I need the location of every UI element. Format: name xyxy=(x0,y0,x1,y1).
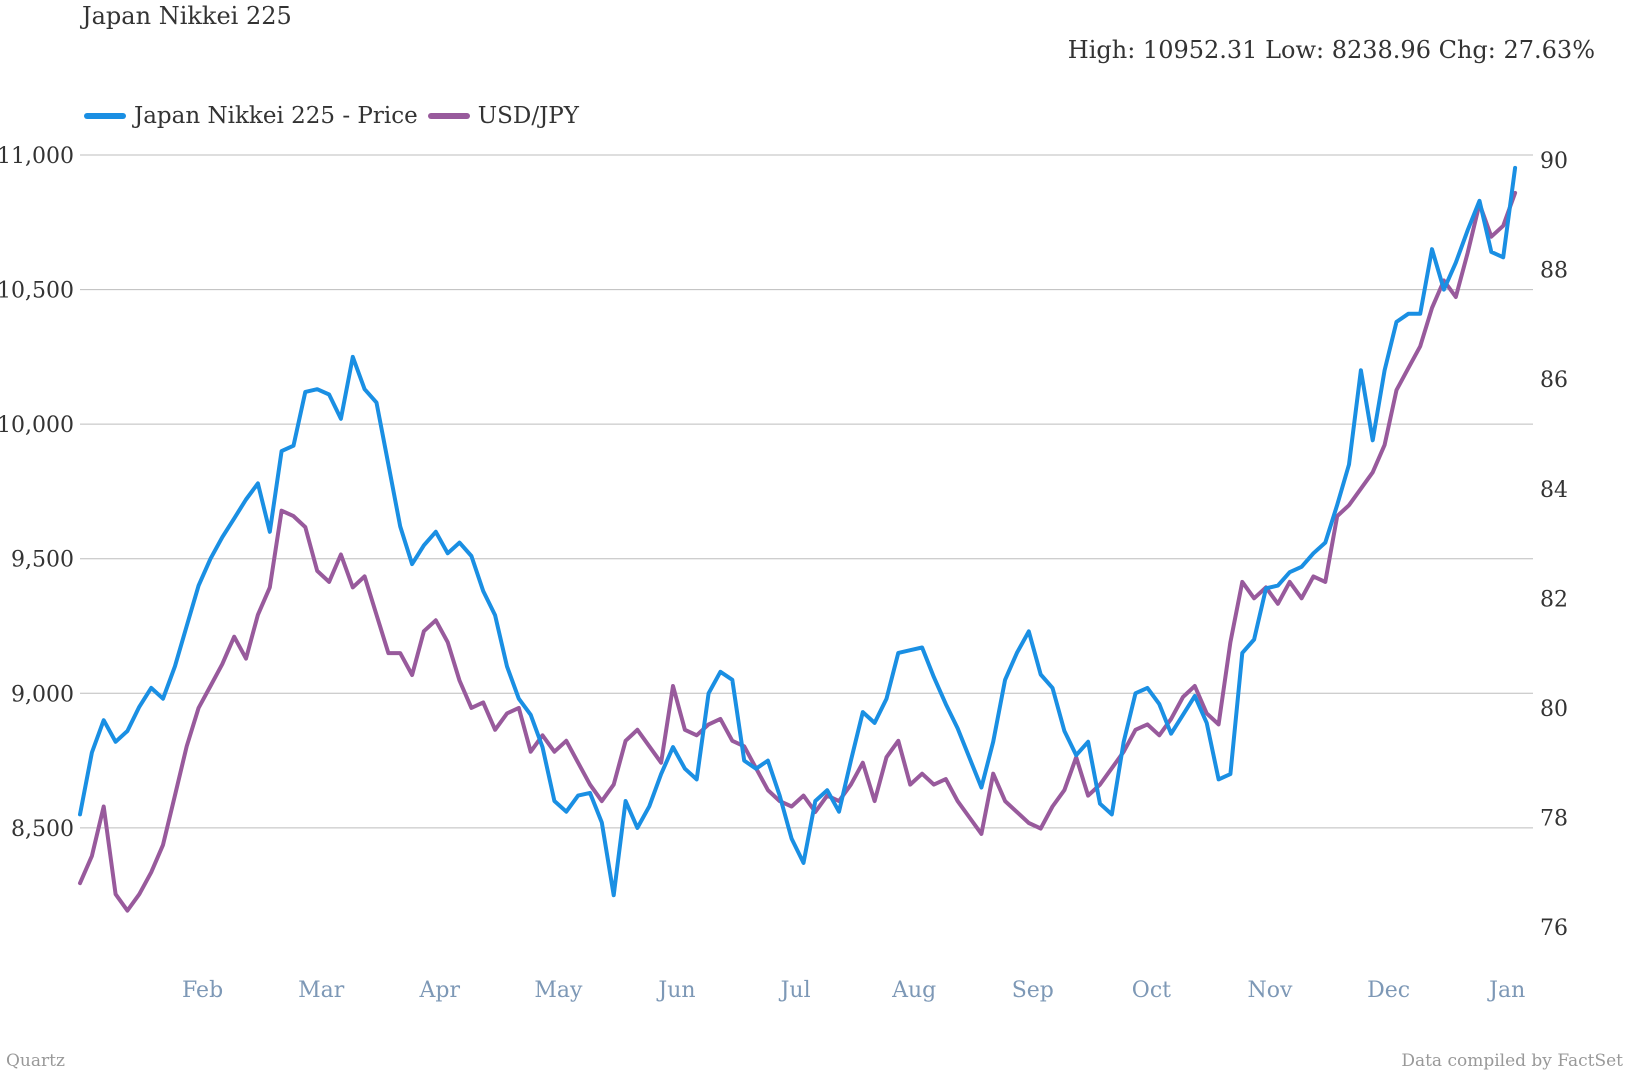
x-tick-label: Mar xyxy=(298,978,345,1003)
right-tick-label: 90 xyxy=(1540,149,1568,174)
x-tick-label: Sep xyxy=(1012,978,1054,1003)
legend-item-usdjpy[interactable]: USD/JPY xyxy=(427,103,579,129)
right-tick-label: 86 xyxy=(1540,368,1568,393)
left-tick-label: 8,500 xyxy=(11,817,74,842)
x-tick-label: Nov xyxy=(1248,978,1293,1003)
left-tick-label: 9,000 xyxy=(11,682,74,707)
right-tick-label: 82 xyxy=(1540,587,1568,612)
left-tick-label: 10,500 xyxy=(0,279,74,304)
right-axis-ticks: 76 78 80 82 84 86 88 90 xyxy=(1540,149,1568,941)
grid-lines xyxy=(80,154,1533,829)
footer-brand: Quartz xyxy=(6,1051,65,1071)
left-tick-label: 9,500 xyxy=(11,548,74,573)
x-tick-label: Dec xyxy=(1367,978,1410,1003)
series-line-nikkei xyxy=(78,165,1518,898)
x-tick-label: Jul xyxy=(779,978,811,1003)
legend-label-usdjpy: USD/JPY xyxy=(477,103,579,129)
right-tick-label: 76 xyxy=(1540,916,1568,941)
x-tick-label: Aug xyxy=(891,978,936,1003)
chart-legend: Japan Nikkei 225 - Price USD/JPY xyxy=(84,103,589,129)
x-tick-label: Jan xyxy=(1487,978,1525,1003)
price-stats: High: 10952.31 Low: 8238.96 Chg: 27.63% xyxy=(1067,36,1595,64)
legend-label-nikkei: Japan Nikkei 225 - Price xyxy=(134,103,418,129)
left-tick-label: 11,000 xyxy=(0,144,74,169)
left-tick-label: 10,000 xyxy=(0,413,74,438)
x-tick-label: Feb xyxy=(182,978,223,1003)
x-axis-ticks: Feb Mar Apr May Jun Jul Aug Sep Oct Nov Dec Jan xyxy=(182,978,1525,1003)
x-tick-label: Jun xyxy=(656,978,695,1003)
right-tick-label: 80 xyxy=(1540,697,1568,722)
chart-title: Japan Nikkei 225 xyxy=(82,2,292,30)
legend-item-nikkei[interactable]: Japan Nikkei 225 - Price xyxy=(84,103,418,129)
right-tick-label: 88 xyxy=(1540,259,1568,284)
legend-swatch-usdjpy xyxy=(427,113,470,119)
x-tick-label: Oct xyxy=(1132,978,1171,1003)
legend-swatch-nikkei xyxy=(84,113,126,119)
series-lines xyxy=(78,165,1518,913)
x-tick-label: May xyxy=(534,978,583,1003)
right-tick-label: 84 xyxy=(1540,478,1568,503)
footer-source: Data compiled by FactSet xyxy=(1401,1051,1623,1071)
left-axis-ticks: 8,500 9,000 9,500 10,000 10,500 11,000 xyxy=(0,144,74,842)
series-line-usdjpy xyxy=(78,190,1518,913)
right-tick-label: 78 xyxy=(1540,807,1568,832)
x-tick-label: Apr xyxy=(419,978,461,1003)
